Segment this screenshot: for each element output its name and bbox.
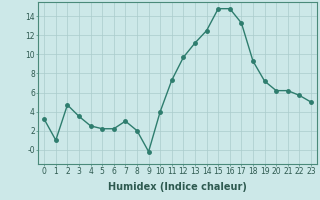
X-axis label: Humidex (Indice chaleur): Humidex (Indice chaleur) (108, 182, 247, 192)
